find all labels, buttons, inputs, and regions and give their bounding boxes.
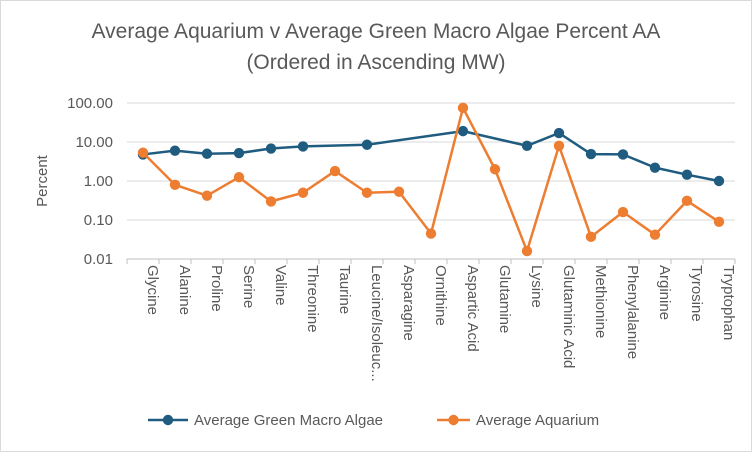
chart-subtitle: (Ordered in Ascending MW): [246, 51, 506, 74]
data-point: [553, 140, 565, 151]
data-point: [617, 149, 629, 160]
data-point: [137, 147, 149, 158]
x-tick-label: Glutamine: [496, 265, 513, 333]
data-point: [649, 162, 661, 173]
data-point: [713, 216, 725, 227]
x-tick-label: Ornithine: [432, 265, 449, 326]
x-tick-label: Leucine/Isoleuc...: [368, 265, 385, 382]
data-point: [201, 148, 213, 159]
x-tick-label: Proline: [208, 265, 225, 312]
y-tick-label: 1.00: [84, 173, 113, 190]
data-point: [425, 228, 437, 239]
data-point: [361, 187, 373, 198]
y-tick-label: 100.00: [67, 95, 113, 112]
data-point: [521, 245, 533, 257]
y-tick-label: 0.10: [84, 212, 113, 229]
data-point: [201, 190, 213, 201]
data-point: [585, 231, 597, 243]
legend-label: Average Aquarium: [476, 412, 599, 429]
x-tick-label: Methionine: [592, 265, 609, 338]
data-point: [521, 140, 533, 151]
y-tick-label: 10.00: [75, 134, 113, 151]
data-point: [233, 147, 245, 159]
data-point: [169, 145, 181, 156]
data-point: [489, 164, 501, 175]
data-point: [553, 127, 565, 139]
data-point: [233, 172, 245, 183]
data-point: [297, 187, 309, 198]
data-point: [681, 195, 693, 207]
data-point: [297, 141, 309, 152]
data-point: [585, 148, 597, 160]
chart-title: Average Aquarium v Average Green Macro A…: [91, 20, 661, 43]
data-point: [681, 169, 693, 180]
x-tick-label: Arginine: [656, 265, 673, 320]
data-point: [361, 139, 373, 150]
x-tick-label: Tyrosine: [688, 265, 705, 322]
legend-label: Average Green Macro Algae: [194, 412, 383, 429]
x-tick-label: Lysine: [528, 265, 545, 308]
data-point: [457, 125, 469, 137]
legend-marker: [448, 414, 459, 426]
data-point: [265, 143, 277, 154]
data-point: [393, 186, 405, 197]
x-tick-label: Serine: [240, 265, 257, 308]
series-line: [142, 129, 720, 183]
x-tick-label: Valine: [272, 265, 289, 306]
data-point: [169, 179, 181, 190]
data-point: [329, 165, 341, 177]
x-tick-label: Threonine: [304, 265, 321, 333]
x-tick-label: Tryptophan: [720, 265, 737, 340]
y-tick-label: 0.01: [84, 251, 113, 268]
x-tick-label: Phenylalanine: [624, 265, 641, 359]
data-point: [265, 196, 277, 207]
legend-marker: [162, 414, 174, 426]
data-point: [649, 229, 661, 240]
x-tick-label: Asparagine: [400, 265, 417, 341]
x-tick-label: Aspartic Acid: [464, 265, 481, 352]
x-tick-label: Alanine: [176, 265, 193, 315]
data-point: [457, 102, 469, 114]
x-tick-label: Taurine: [336, 265, 353, 314]
y-axis-label: Percent: [34, 154, 51, 207]
data-point: [713, 175, 725, 187]
data-point: [617, 206, 629, 218]
x-tick-label: Glutaminic Acid: [560, 265, 577, 368]
x-tick-label: Glycine: [144, 265, 161, 315]
